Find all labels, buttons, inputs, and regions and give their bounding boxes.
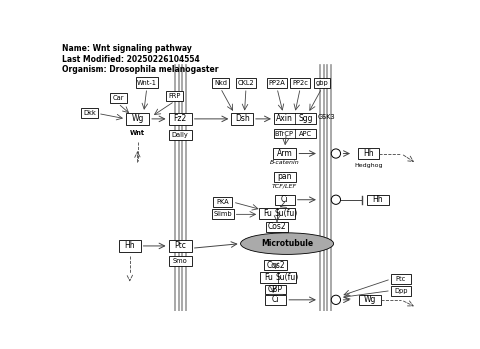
Text: pan: pan: [277, 172, 292, 181]
Text: gbp: gbp: [315, 80, 328, 86]
Bar: [267, 78, 287, 88]
Bar: [391, 285, 411, 296]
Text: Hedghog: Hedghog: [354, 163, 383, 168]
Text: Ci: Ci: [272, 295, 279, 304]
Bar: [168, 240, 192, 252]
Text: APC: APC: [299, 131, 312, 136]
Text: Ptc: Ptc: [396, 276, 406, 282]
Text: Cos2: Cos2: [268, 222, 286, 231]
Text: Ci: Ci: [281, 195, 288, 204]
Bar: [391, 274, 411, 284]
Text: Name: Wnt signaling pathway
Last Modified: 20250226104554
Organism: Drosophila m: Name: Wnt signaling pathway Last Modifie…: [62, 44, 219, 74]
Bar: [260, 272, 296, 283]
Bar: [119, 240, 141, 252]
Bar: [274, 129, 316, 138]
Bar: [231, 113, 253, 125]
Text: Slimb: Slimb: [214, 211, 232, 217]
Bar: [168, 113, 192, 125]
Text: Nkd: Nkd: [214, 80, 227, 86]
Bar: [274, 113, 316, 124]
Bar: [81, 109, 98, 119]
Text: CKL2: CKL2: [238, 80, 254, 86]
Text: Sgg: Sgg: [298, 114, 312, 124]
Bar: [264, 260, 287, 270]
Text: Fu: Fu: [264, 209, 273, 218]
Text: Hh: Hh: [363, 149, 374, 158]
Text: Hh: Hh: [372, 195, 383, 204]
Ellipse shape: [240, 233, 334, 254]
Text: TCF/LEF: TCF/LEF: [272, 184, 297, 188]
Text: Su(fu): Su(fu): [274, 209, 298, 218]
Text: PKA: PKA: [216, 199, 229, 205]
Text: PP2A: PP2A: [269, 80, 286, 86]
Text: Su(fu): Su(fu): [275, 273, 298, 282]
Text: FRP: FRP: [168, 93, 181, 99]
Circle shape: [331, 195, 340, 205]
Circle shape: [331, 295, 340, 304]
Text: Wnt-1: Wnt-1: [137, 80, 157, 86]
Text: Car: Car: [112, 95, 124, 101]
Text: Axin: Axin: [276, 114, 293, 124]
Text: Dally: Dally: [172, 132, 189, 138]
Text: Dkk: Dkk: [83, 111, 96, 117]
Bar: [266, 222, 288, 232]
Bar: [168, 130, 192, 140]
Bar: [290, 78, 311, 88]
Bar: [358, 148, 379, 159]
Text: Wnt: Wnt: [130, 131, 145, 136]
Text: Microtubule: Microtubule: [261, 239, 313, 248]
Text: Dpp: Dpp: [394, 288, 408, 294]
Text: Wg: Wg: [132, 114, 144, 124]
Text: Cos2: Cos2: [266, 261, 285, 270]
Bar: [274, 172, 296, 181]
Text: B-catenin: B-catenin: [270, 161, 300, 165]
Text: Arm: Arm: [277, 149, 293, 158]
Bar: [264, 285, 286, 295]
Bar: [109, 93, 127, 103]
Text: Dsh: Dsh: [235, 114, 250, 124]
Bar: [213, 197, 232, 207]
Bar: [275, 195, 295, 205]
Bar: [367, 195, 389, 205]
Bar: [314, 78, 330, 88]
Bar: [273, 148, 296, 159]
Text: PP2c: PP2c: [292, 80, 308, 86]
Bar: [264, 295, 286, 305]
Bar: [259, 208, 295, 219]
Text: Hh: Hh: [124, 242, 135, 251]
Text: GSK3: GSK3: [317, 113, 335, 120]
Text: Smo: Smo: [173, 258, 188, 263]
Text: Fu: Fu: [264, 273, 273, 282]
Circle shape: [331, 149, 340, 158]
Bar: [166, 91, 183, 101]
Text: Ptc: Ptc: [174, 242, 186, 251]
Text: Fz2: Fz2: [173, 114, 187, 124]
Text: BTrCP: BTrCP: [275, 131, 294, 136]
Text: Wg: Wg: [364, 295, 376, 304]
Bar: [359, 295, 381, 305]
Text: CBP: CBP: [268, 285, 283, 294]
Bar: [126, 113, 149, 125]
Bar: [212, 78, 229, 88]
Bar: [212, 209, 234, 220]
Bar: [168, 255, 192, 266]
Bar: [236, 78, 256, 88]
Bar: [136, 77, 157, 88]
